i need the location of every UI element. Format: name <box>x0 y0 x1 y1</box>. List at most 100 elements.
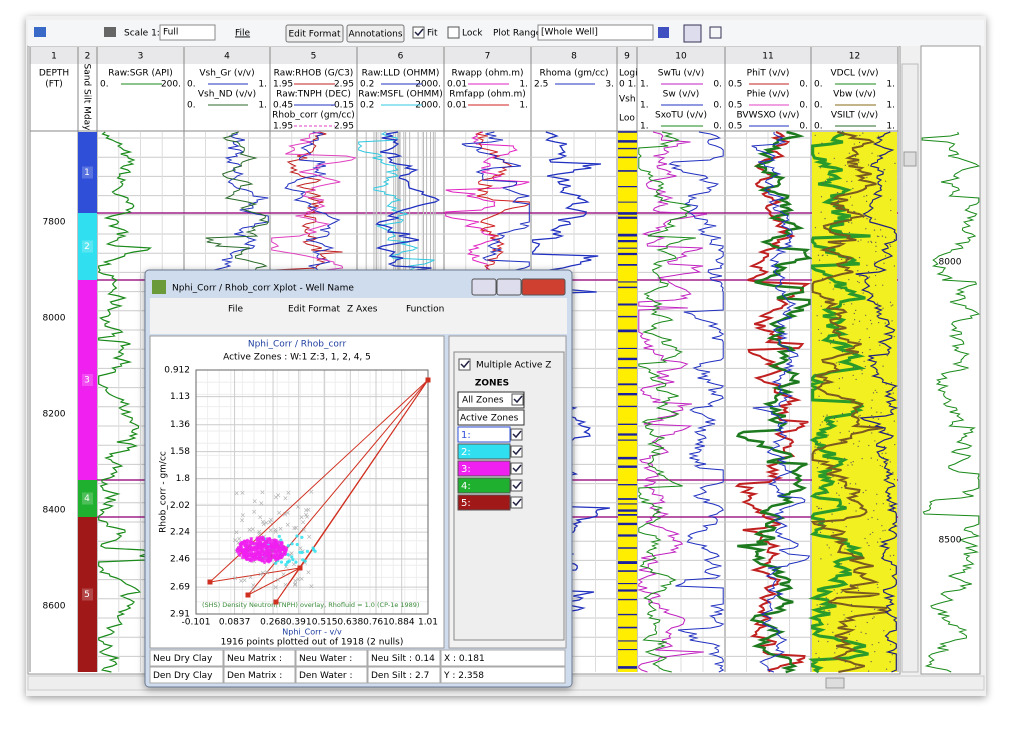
window-button[interactable] <box>521 278 566 296</box>
gray-marker: × <box>306 533 312 541</box>
xplot-point <box>274 543 278 547</box>
checkbox[interactable] <box>510 496 523 509</box>
texture-dot <box>874 440 876 442</box>
label: Nphi_Corr / Rhob_corr <box>248 340 347 350</box>
checkbox[interactable] <box>511 393 524 406</box>
texture-dot <box>856 639 858 642</box>
xplot-point <box>272 546 276 550</box>
texture-dot <box>851 610 853 612</box>
texture-dot <box>883 429 885 431</box>
texture-dot <box>845 240 847 242</box>
undo-icon[interactable] <box>34 27 46 37</box>
label: 0.761 <box>363 618 389 628</box>
xplot-point <box>276 557 280 561</box>
texture-dot <box>872 617 874 620</box>
window-button[interactable] <box>471 278 497 296</box>
texture-dot <box>849 196 852 198</box>
fit-checkbox[interactable] <box>412 26 425 39</box>
texture-dot <box>824 226 826 229</box>
log-curve <box>636 131 708 673</box>
checkbox[interactable] <box>458 358 471 371</box>
texture-dot <box>882 456 885 459</box>
gray-marker: × <box>278 525 284 533</box>
checkbox[interactable] <box>510 462 523 475</box>
zone-swatch[interactable] <box>457 426 511 443</box>
scrollbar[interactable] <box>901 63 919 673</box>
zone-swatch[interactable] <box>457 494 511 511</box>
texture-dot <box>868 670 870 672</box>
texture-dot <box>857 270 859 272</box>
xplot-point <box>270 544 274 548</box>
checkbox[interactable] <box>510 445 523 458</box>
scroll-thumb[interactable] <box>903 151 917 167</box>
texture-dot <box>869 203 871 206</box>
label: 2.69 <box>170 583 190 593</box>
texture-dot <box>821 603 823 605</box>
checkbox[interactable] <box>510 428 523 441</box>
icon[interactable] <box>683 24 702 43</box>
gray-marker: × <box>304 513 310 521</box>
texture-dot <box>888 503 890 505</box>
texture-dot <box>871 432 873 434</box>
gray-marker: × <box>256 530 262 538</box>
label: Den Dry Clay <box>153 671 213 681</box>
xplot-point <box>279 555 284 559</box>
texture-dot <box>873 510 875 512</box>
texture-dot <box>868 336 871 339</box>
button[interactable] <box>285 24 344 43</box>
h-thumb[interactable] <box>825 677 845 689</box>
range-combo[interactable] <box>537 24 654 41</box>
icon[interactable] <box>709 26 722 39</box>
label: 1: <box>461 430 471 441</box>
label: 1.13 <box>170 392 190 402</box>
texture-dot <box>861 369 863 371</box>
gray-marker: × <box>261 521 267 529</box>
texture-dot <box>875 245 877 247</box>
xplot-point <box>285 560 290 564</box>
all-zones-button[interactable] <box>457 391 525 409</box>
texture-dot <box>819 497 821 499</box>
label: Nphi_Corr - v/v <box>282 628 342 637</box>
zone-band <box>78 480 97 517</box>
log-curve <box>97 131 158 673</box>
xplot-point <box>255 556 259 560</box>
texture-dot <box>848 633 850 635</box>
label: Active Zones <box>460 414 519 424</box>
zone-swatch[interactable] <box>457 443 511 460</box>
texture-dot <box>886 355 888 357</box>
xplot-point <box>243 544 247 548</box>
lock-checkbox[interactable] <box>447 26 460 39</box>
scale-combo[interactable] <box>159 24 216 41</box>
checkbox[interactable] <box>510 479 523 492</box>
label: 0.912 <box>164 366 190 376</box>
zone-swatch[interactable] <box>457 477 511 494</box>
texture-dot <box>832 631 834 633</box>
texture-dot <box>881 235 884 237</box>
label: 2.46 <box>170 555 190 565</box>
print-icon[interactable] <box>104 27 116 37</box>
texture-dot <box>890 209 892 212</box>
texture-dot <box>878 642 880 644</box>
texture-dot <box>842 570 845 572</box>
label: 0.2 <box>360 101 374 111</box>
texture-dot <box>855 158 857 160</box>
button[interactable] <box>346 24 405 43</box>
status-cell <box>149 666 224 684</box>
texture-dot <box>856 412 858 414</box>
icon[interactable] <box>658 27 669 38</box>
texture-dot <box>858 340 860 343</box>
active-zones-button[interactable] <box>457 409 525 426</box>
window-button[interactable] <box>496 278 522 296</box>
label: 8600 <box>43 602 66 612</box>
zone-swatch[interactable] <box>457 460 511 477</box>
texture-dot <box>841 377 844 379</box>
texture-dot <box>890 305 892 307</box>
texture-dot <box>824 492 827 494</box>
label: (SHS) Density Neutron(TNPH) overlay, Rho… <box>202 601 419 609</box>
texture-dot <box>828 547 830 549</box>
label: 0 1. <box>619 80 636 90</box>
texture-dot <box>844 164 846 166</box>
gray-marker: × <box>238 577 244 585</box>
label: 7 <box>485 52 491 62</box>
texture-dot <box>870 407 872 409</box>
